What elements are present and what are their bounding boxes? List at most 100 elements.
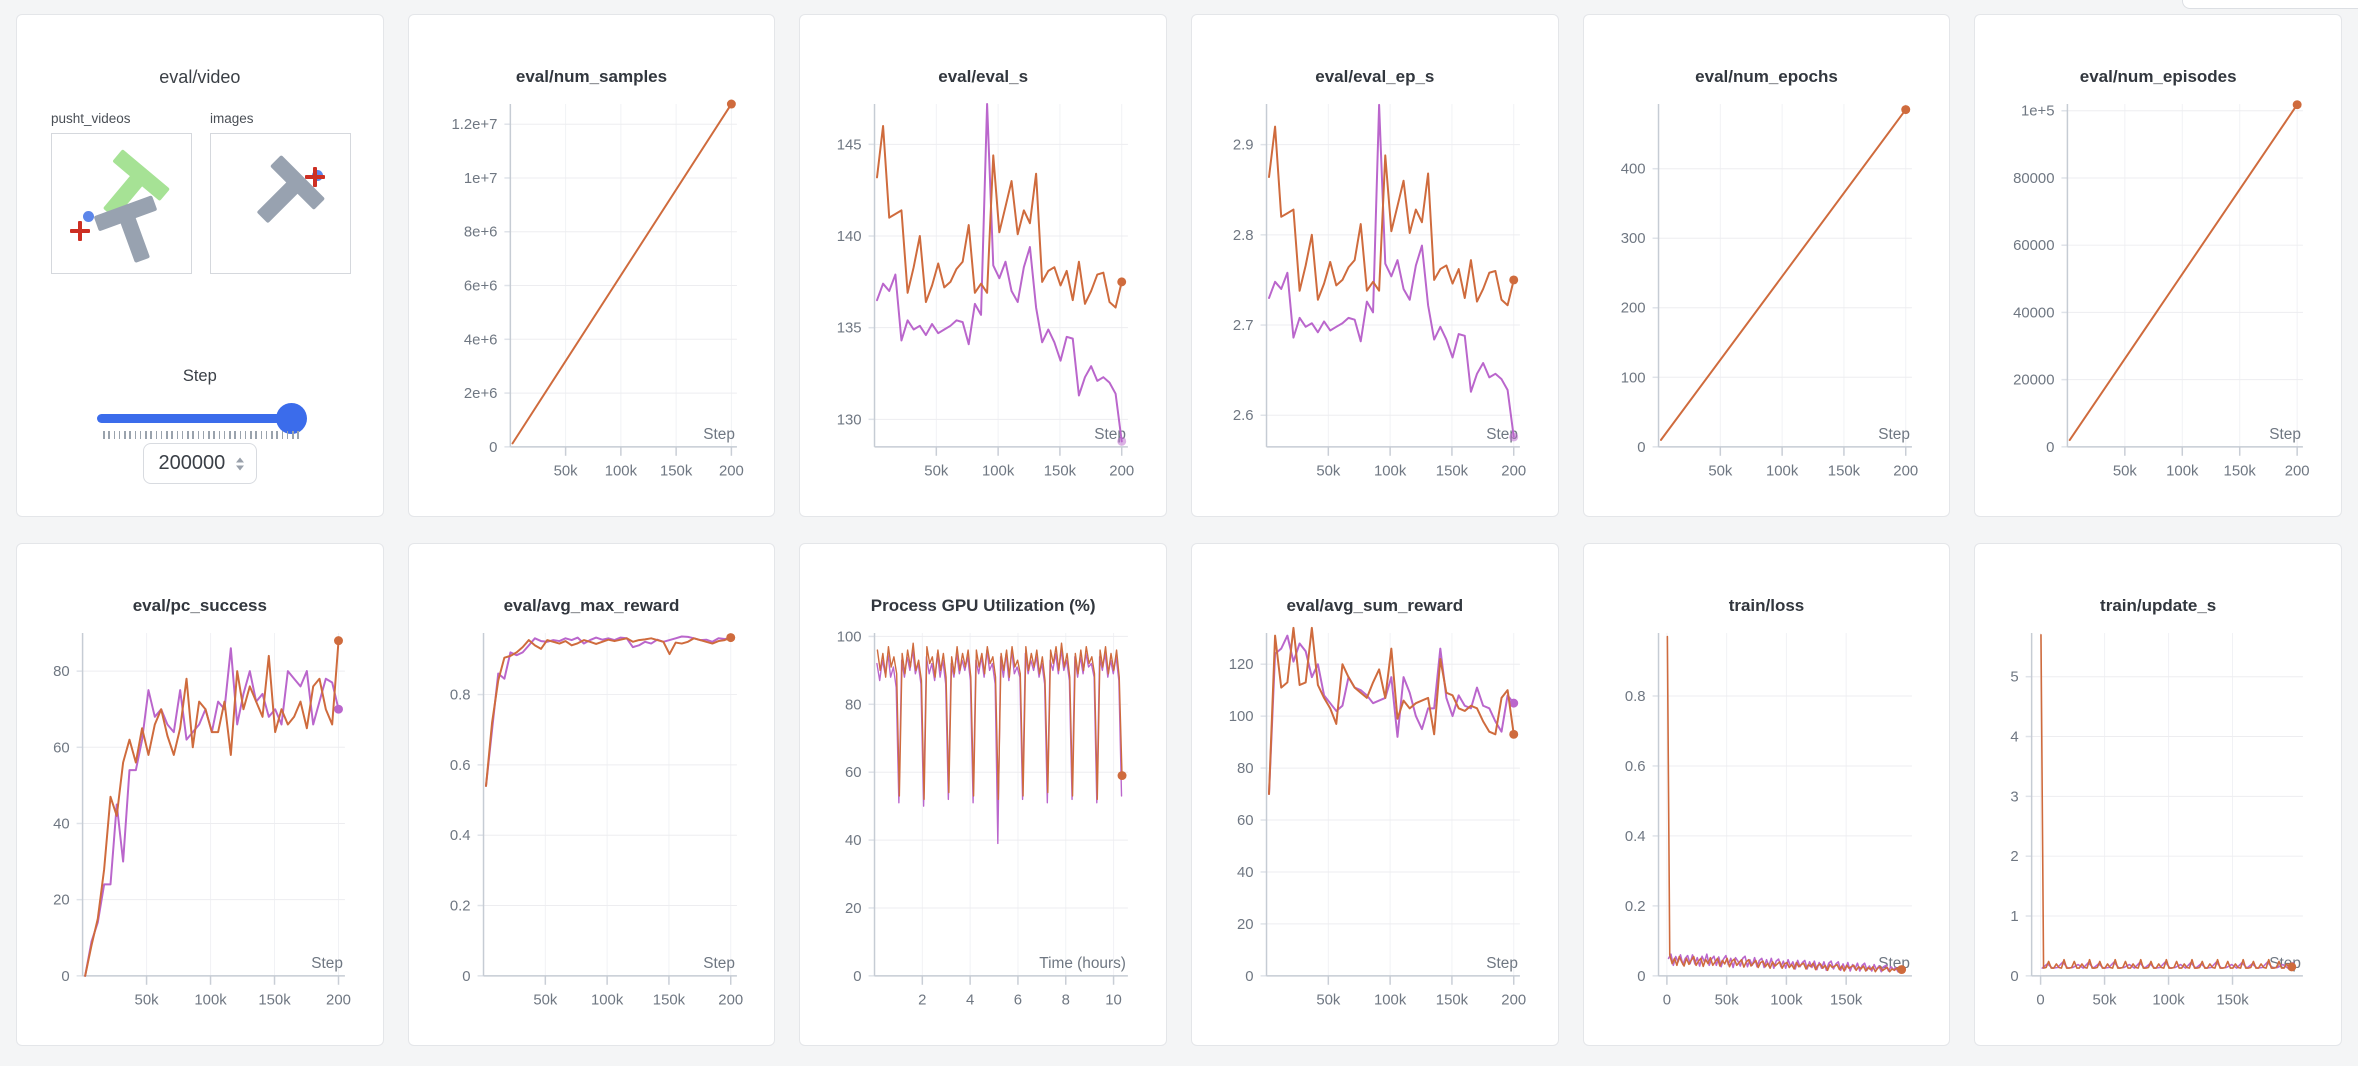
- svg-text:200: 200: [2285, 464, 2310, 480]
- chart-panel-eval-s: eval/eval_s 50k 100k 150k 200 130 135 140 145 St…: [799, 14, 1167, 517]
- svg-text:0.6: 0.6: [450, 758, 471, 774]
- svg-text:100k: 100k: [1770, 993, 1803, 1009]
- svg-text:60: 60: [845, 765, 862, 781]
- svg-text:100k: 100k: [2153, 993, 2186, 1009]
- svg-text:0.2: 0.2: [1625, 899, 1646, 915]
- svg-text:100: 100: [837, 629, 862, 645]
- svg-text:1e+7: 1e+7: [464, 171, 498, 187]
- svg-text:200: 200: [1501, 993, 1526, 1009]
- svg-text:200: 200: [1620, 301, 1645, 317]
- svg-text:50k: 50k: [553, 464, 578, 480]
- svg-text:0: 0: [1637, 440, 1645, 456]
- svg-text:100k: 100k: [1374, 464, 1407, 480]
- chart-canvas[interactable]: 50k 100k 150k 200 0 20000 40000 60000 80000 1e+5 S…: [1975, 15, 2341, 516]
- video-thumbnail-pusht-videos[interactable]: [51, 133, 192, 274]
- svg-text:8e+6: 8e+6: [464, 225, 498, 241]
- svg-text:130: 130: [837, 412, 862, 428]
- chart-title: eval/num_samples: [515, 67, 668, 86]
- step-down-icon[interactable]: [235, 465, 244, 470]
- svg-text:140: 140: [837, 229, 862, 245]
- svg-text:0: 0: [462, 969, 470, 985]
- svg-text:2.6: 2.6: [1233, 408, 1254, 424]
- svg-text:Step: Step: [703, 955, 735, 972]
- svg-text:200: 200: [326, 993, 351, 1009]
- svg-text:1: 1: [2011, 909, 2019, 925]
- chart-canvas[interactable]: 50k 100k 150k 200 0 20 40 60 80 100 120 Step: [1192, 544, 1558, 1045]
- svg-text:4: 4: [966, 993, 974, 1009]
- svg-text:50k: 50k: [1708, 464, 1733, 480]
- chart-canvas[interactable]: 50k 100k 150k 200 0 20 40 60 80 Step: [17, 544, 383, 1045]
- svg-text:150k: 150k: [1830, 993, 1863, 1009]
- chart-canvas[interactable]: 50k 100k 150k 200 0 0.2 0.4 0.6 0.8 Step: [409, 544, 775, 1045]
- svg-text:0.2: 0.2: [450, 898, 471, 914]
- media-panel-eval-video: eval/video pusht_videos images: [16, 14, 384, 517]
- step-slider[interactable]: [97, 403, 307, 443]
- svg-text:3: 3: [2011, 789, 2019, 805]
- svg-text:100k: 100k: [194, 993, 227, 1009]
- svg-text:100k: 100k: [2166, 464, 2199, 480]
- chart-canvas[interactable]: 50k 100k 150k 200 0 100 200 300 400 Step: [1584, 15, 1950, 516]
- step-input[interactable]: [142, 443, 257, 484]
- svg-text:Step: Step: [1095, 426, 1127, 443]
- svg-text:2.7: 2.7: [1233, 318, 1254, 334]
- svg-text:0: 0: [2037, 993, 2045, 1009]
- svg-text:300: 300: [1620, 231, 1645, 247]
- chart-title: eval/avg_max_reward: [503, 596, 680, 615]
- chart-title: eval/num_epochs: [1695, 67, 1838, 86]
- svg-text:80: 80: [53, 664, 70, 680]
- svg-text:50k: 50k: [1714, 993, 1739, 1009]
- svg-text:20: 20: [845, 901, 862, 917]
- chart-panel-num-epochs: eval/num_epochs 50k 100k 150k 200 0 100 200 300…: [1582, 14, 1951, 517]
- svg-text:0: 0: [1637, 969, 1645, 985]
- media-label: images: [210, 111, 254, 126]
- svg-text:Step: Step: [703, 426, 735, 443]
- step-up-icon[interactable]: [235, 457, 244, 462]
- svg-text:4e+6: 4e+6: [464, 332, 498, 348]
- svg-text:20: 20: [1237, 917, 1254, 933]
- svg-text:20000: 20000: [2013, 373, 2054, 389]
- goal-cross-icon: [70, 221, 90, 241]
- chart-title: eval/eval_ep_s: [1315, 67, 1435, 86]
- svg-text:50k: 50k: [2093, 993, 2118, 1009]
- svg-text:100k: 100k: [982, 464, 1015, 480]
- svg-text:6: 6: [1014, 993, 1022, 1009]
- chart-panel-avg-max-reward: eval/avg_max_reward 50k 100k 150k 200 0 0.2 0.…: [407, 543, 776, 1046]
- slider-tickmarks: [103, 431, 299, 439]
- svg-text:Step: Step: [1878, 426, 1910, 443]
- chart-canvas[interactable]: 50k 100k 150k 200 0 2e+6 4e+6 6e+6 8e+6 1e+7 1.2e+…: [409, 15, 775, 516]
- chart-canvas[interactable]: 0 50k 100k 150k 0 1 2 3 4 5 Step: [1975, 544, 2341, 1045]
- svg-text:Step: Step: [2270, 955, 2302, 972]
- media-item-images: images: [210, 111, 351, 274]
- slider-handle[interactable]: [276, 403, 307, 434]
- svg-text:80: 80: [1237, 761, 1254, 777]
- svg-text:2: 2: [919, 993, 927, 1009]
- svg-text:135: 135: [837, 321, 862, 337]
- svg-text:150k: 150k: [258, 993, 291, 1009]
- svg-text:400: 400: [1620, 162, 1645, 178]
- svg-text:145: 145: [837, 137, 862, 153]
- image-thumbnail-images[interactable]: [210, 133, 351, 274]
- svg-text:Step: Step: [1486, 955, 1518, 972]
- svg-text:100k: 100k: [1766, 464, 1799, 480]
- cutoff-panel-edge: [2182, 0, 2358, 9]
- svg-text:0.6: 0.6: [1625, 759, 1646, 775]
- svg-text:200: 200: [1110, 464, 1135, 480]
- chart-canvas[interactable]: 50k 100k 150k 200 130 135 140 145 Step: [800, 15, 1166, 516]
- svg-text:150k: 150k: [2217, 993, 2250, 1009]
- svg-text:80: 80: [845, 697, 862, 713]
- chart-panel-gpu-utilization: Process GPU Utilization (%) 2 4 6 8 10 0 20 40 6…: [799, 543, 1167, 1046]
- svg-text:200: 200: [719, 464, 744, 480]
- svg-text:0: 0: [1245, 969, 1253, 985]
- svg-text:20: 20: [53, 893, 70, 909]
- panel-title: eval/video: [159, 67, 241, 87]
- stepper-arrows[interactable]: [235, 457, 244, 470]
- slider-track[interactable]: [97, 403, 307, 434]
- svg-text:0.4: 0.4: [450, 828, 471, 844]
- svg-text:50k: 50k: [2113, 464, 2138, 480]
- media-label: pusht_videos: [51, 111, 131, 126]
- svg-text:4: 4: [2011, 730, 2019, 746]
